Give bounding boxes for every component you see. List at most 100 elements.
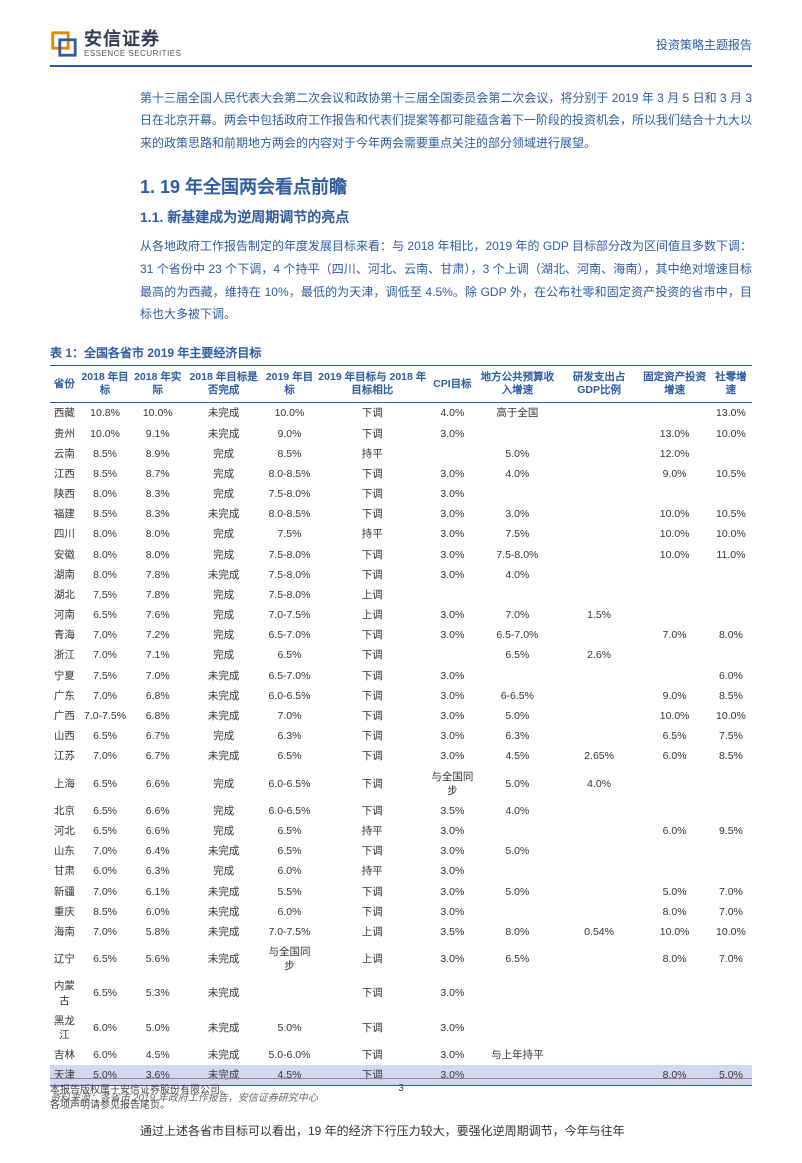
table-cell <box>639 1045 709 1065</box>
table-cell: 9.5% <box>710 821 752 841</box>
table-cell <box>559 565 640 585</box>
table-cell: 甘肃 <box>50 861 79 881</box>
table-cell <box>639 767 709 801</box>
table-cell <box>559 821 640 841</box>
table-cell <box>559 726 640 746</box>
table-cell: 7.8% <box>131 585 184 605</box>
table-cell: 6.5% <box>263 841 316 861</box>
table-cell: 7.5% <box>476 524 559 544</box>
table-cell <box>710 1045 752 1065</box>
table-cell: 7.0% <box>476 605 559 625</box>
table-cell: 13.0% <box>710 403 752 424</box>
table-row: 河南6.5%7.6%完成7.0-7.5%上调3.0%7.0%1.5% <box>50 605 752 625</box>
table-cell: 6.5% <box>79 821 132 841</box>
table-cell: 7.8% <box>131 565 184 585</box>
table-cell: 6.5-7.0% <box>476 625 559 645</box>
table-cell: 江苏 <box>50 746 79 766</box>
table-cell: 10.0% <box>639 706 709 726</box>
table-cell: 9.0% <box>639 464 709 484</box>
table-cell <box>559 801 640 821</box>
table-cell: 重庆 <box>50 902 79 922</box>
table-cell <box>559 902 640 922</box>
economic-targets-table: 省份2018 年目标2018 年实际2018 年目标是否完成2019 年目标20… <box>50 365 752 1086</box>
table-cell: 6.5-7.0% <box>263 666 316 686</box>
table-cell: 未完成 <box>184 1011 263 1045</box>
table-cell: 3.0% <box>429 464 476 484</box>
table-cell: 持平 <box>316 524 429 544</box>
table-cell: 完成 <box>184 545 263 565</box>
table-cell: 7.5-8.0% <box>263 585 316 605</box>
table-cell: 未完成 <box>184 942 263 976</box>
table-cell: 6.6% <box>131 767 184 801</box>
table-cell: 下调 <box>316 1011 429 1045</box>
table-cell: 贵州 <box>50 424 79 444</box>
table-cell <box>639 403 709 424</box>
table-cell: 8.5% <box>79 464 132 484</box>
table-cell: 5.0% <box>476 706 559 726</box>
table-cell: 下调 <box>316 841 429 861</box>
table-cell <box>639 841 709 861</box>
logo-icon <box>50 30 78 58</box>
column-header: 2018 年目标是否完成 <box>184 366 263 403</box>
table-cell <box>559 1045 640 1065</box>
table-cell <box>559 545 640 565</box>
table-row: 甘肃6.0%6.3%完成6.0%持平3.0% <box>50 861 752 881</box>
table-cell: 上调 <box>316 922 429 942</box>
column-header: 2018 年目标 <box>79 366 132 403</box>
table-cell: 8.5% <box>263 444 316 464</box>
table-cell <box>639 565 709 585</box>
column-header: CPI目标 <box>429 366 476 403</box>
table-cell: 未完成 <box>184 424 263 444</box>
table-cell: 8.9% <box>131 444 184 464</box>
table-row: 福建8.5%8.3%未完成8.0-8.5%下调3.0%3.0%10.0%10.5… <box>50 504 752 524</box>
table-cell: 上调 <box>316 605 429 625</box>
table-cell: 11.0% <box>710 545 752 565</box>
table-cell: 3.0% <box>429 605 476 625</box>
table-cell: 7.0% <box>131 666 184 686</box>
table-cell <box>476 666 559 686</box>
table-cell <box>559 976 640 1010</box>
table-cell: 3.0% <box>429 424 476 444</box>
table-cell: 6.5% <box>263 746 316 766</box>
table-cell: 6.5% <box>476 645 559 665</box>
table-cell: 9.1% <box>131 424 184 444</box>
table-cell <box>559 666 640 686</box>
table-cell: 3.0% <box>429 524 476 544</box>
table-cell: 0.54% <box>559 922 640 942</box>
table-cell <box>710 801 752 821</box>
table-cell: 7.0-7.5% <box>79 706 132 726</box>
table-cell: 下调 <box>316 504 429 524</box>
table-cell: 7.5-8.0% <box>476 545 559 565</box>
table-cell: 山东 <box>50 841 79 861</box>
table-cell: 福建 <box>50 504 79 524</box>
table-cell: 6.6% <box>131 801 184 821</box>
logo-text-en: ESSENCE SECURITIES <box>84 50 181 59</box>
table-cell: 未完成 <box>184 504 263 524</box>
table-cell: 河北 <box>50 821 79 841</box>
table-cell: 4.5% <box>131 1045 184 1065</box>
table-cell: 完成 <box>184 821 263 841</box>
table-row: 广西7.0-7.5%6.8%未完成7.0%下调3.0%5.0%10.0%10.0… <box>50 706 752 726</box>
table-cell: 7.2% <box>131 625 184 645</box>
table-cell <box>710 565 752 585</box>
table-cell: 6.5-7.0% <box>263 625 316 645</box>
table-cell: 3.0% <box>429 625 476 645</box>
table-cell: 7.5-8.0% <box>263 565 316 585</box>
column-header: 2018 年实际 <box>131 366 184 403</box>
table-cell: 未完成 <box>184 841 263 861</box>
table-cell: 3.0% <box>429 821 476 841</box>
table-cell: 10.0% <box>639 922 709 942</box>
table-cell: 未完成 <box>184 976 263 1010</box>
table-cell: 6.6% <box>131 821 184 841</box>
table-cell <box>559 942 640 976</box>
table-cell: 6.0-6.5% <box>263 767 316 801</box>
table-cell: 13.0% <box>639 424 709 444</box>
table-cell: 3.0% <box>429 746 476 766</box>
table-cell: 下调 <box>316 1045 429 1065</box>
page-number: 3 <box>398 1083 404 1094</box>
table-cell: 未完成 <box>184 746 263 766</box>
footer-line-1: 本报告版权属于安信证券股份有限公司。 <box>50 1083 230 1098</box>
table-cell: 9.0% <box>263 424 316 444</box>
logo: 安信证券 ESSENCE SECURITIES <box>50 30 181 59</box>
table-cell: 5.0-6.0% <box>263 1045 316 1065</box>
